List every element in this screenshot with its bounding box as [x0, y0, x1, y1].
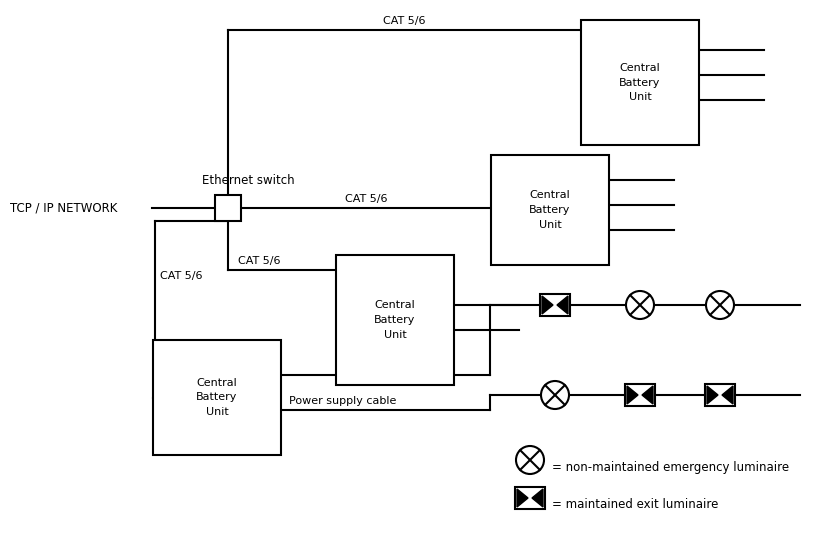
Circle shape — [706, 291, 734, 319]
Bar — [625, 384, 655, 406]
Text: CAT 5/6: CAT 5/6 — [344, 194, 387, 204]
Polygon shape — [557, 296, 568, 314]
Text: Central
Battery
Unit: Central Battery Unit — [529, 190, 570, 230]
Text: CAT 5/6: CAT 5/6 — [383, 16, 426, 26]
Text: Power supply cable: Power supply cable — [289, 396, 396, 406]
Polygon shape — [532, 489, 543, 507]
Text: = maintained exit luminaire: = maintained exit luminaire — [552, 497, 718, 511]
Circle shape — [516, 446, 544, 474]
Polygon shape — [722, 386, 733, 404]
Bar — [581, 20, 699, 145]
Polygon shape — [542, 296, 553, 314]
Text: CAT 5/6: CAT 5/6 — [238, 256, 281, 266]
Circle shape — [541, 381, 569, 409]
Text: Ethernet switch: Ethernet switch — [202, 174, 294, 187]
Circle shape — [626, 291, 654, 319]
Text: Central
Battery
Unit: Central Battery Unit — [375, 300, 416, 340]
Text: Central
Battery
Unit: Central Battery Unit — [619, 63, 661, 102]
Bar — [540, 294, 570, 316]
Bar — [705, 384, 735, 406]
Bar — [515, 487, 545, 509]
Text: TCP / IP NETWORK: TCP / IP NETWORK — [10, 202, 118, 214]
Text: Central
Battery
Unit: Central Battery Unit — [197, 377, 238, 417]
Bar — [215, 195, 241, 221]
Polygon shape — [642, 386, 653, 404]
Bar — [153, 340, 281, 455]
Polygon shape — [627, 386, 638, 404]
Bar — [491, 155, 609, 265]
Text: = non-maintained emergency luminaire: = non-maintained emergency luminaire — [552, 460, 789, 474]
Polygon shape — [517, 489, 528, 507]
Text: CAT 5/6: CAT 5/6 — [160, 271, 202, 281]
Polygon shape — [707, 386, 718, 404]
Bar — [336, 255, 454, 385]
